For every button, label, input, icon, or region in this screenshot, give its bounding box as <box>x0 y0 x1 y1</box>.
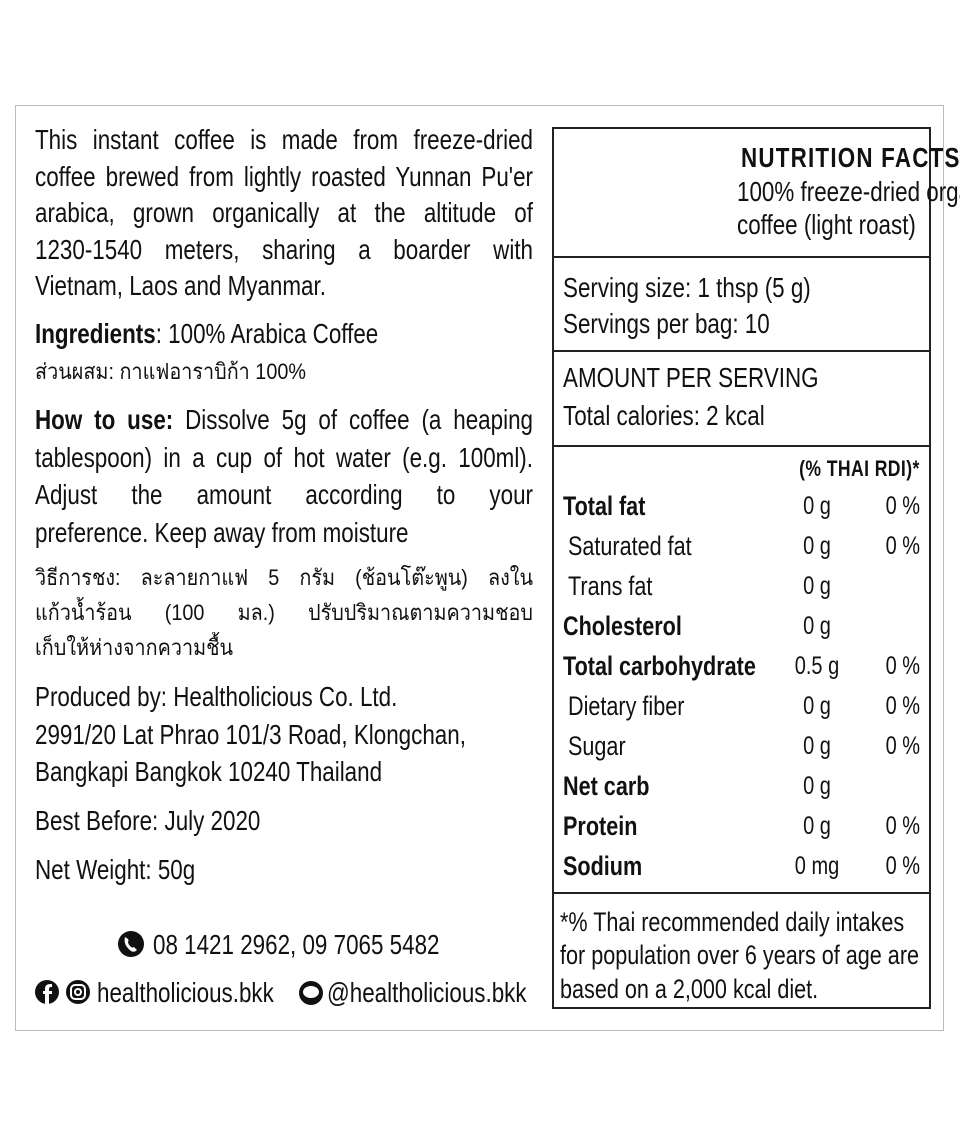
nutrient-rdi: 0 % <box>885 532 920 560</box>
producer-line: Bangkapi Bangkok 10240 Thailand <box>35 756 383 788</box>
producer-line: 2991/20 Lat Phrao 101/3 Road, Klongchan, <box>35 718 466 750</box>
nutrient-name: Cholesterol <box>563 610 682 641</box>
servings: Servings per bag: 10 <box>563 308 770 340</box>
nutrient-rdi: 0 % <box>885 812 920 840</box>
nutrient-amount: 0.5 g <box>794 652 840 680</box>
divider <box>552 350 931 352</box>
nutrient-name: Sugar <box>568 730 626 761</box>
nutrient-rdi: 0 % <box>885 652 920 680</box>
how-to-use-thai: แก้วน้ำร้อน (100 มล.) ปรับปริมาณตามความช… <box>35 599 533 625</box>
description-line: 1230-1540 meters, sharing a boarder with <box>35 233 533 265</box>
nutrient-amount: 0 g <box>803 772 831 800</box>
nutrient-amount: 0 g <box>803 492 831 520</box>
how-to-use-line: preference. Keep away from moisture <box>35 516 409 548</box>
ingredients-line: Ingredients: 100% Arabica Coffee <box>35 317 378 351</box>
nutrient-name: Total fat <box>563 490 646 521</box>
nutrient-amount: 0 g <box>803 572 831 600</box>
producer-line: Produced by: Healtholicious Co. Ltd. <box>35 681 398 713</box>
ingredients-thai: ส่วนผสม: กาแฟอาราบิก้า 100% <box>35 358 306 384</box>
amount-header: AMOUNT PER SERVING <box>563 362 819 394</box>
rdi-header: (% THAI RDI)* <box>799 455 920 481</box>
how-to-use-line: How to use: Dissolve 5g of coffee (a hea… <box>35 403 533 437</box>
nutrient-name: Dietary fiber <box>568 690 685 721</box>
footnote-line: for population over 6 years of age are <box>560 940 920 971</box>
nutrient-rdi: 0 % <box>885 852 920 880</box>
nutrient-amount: 0 g <box>803 732 831 760</box>
footnote-line: *% Thai recommended daily intakes <box>560 906 905 937</box>
nutrient-amount: 0 g <box>803 532 831 560</box>
description-line: coffee brewed from lightly roasted Yunna… <box>35 160 533 192</box>
how-to-use-line: Adjust the amount according to your <box>35 479 533 511</box>
nutrient-name: Sodium <box>563 850 643 881</box>
nutrient-rdi: 0 % <box>885 492 920 520</box>
nutrient-amount: 0 g <box>803 692 831 720</box>
nutrient-name: Net carb <box>563 770 650 801</box>
description-line: This instant coffee is made from freeze-… <box>35 124 533 156</box>
how-to-use-label: How to use: <box>35 404 174 436</box>
serving-size: Serving size: 1 thsp (5 g) <box>563 272 811 304</box>
divider <box>552 892 931 894</box>
description-line: Vietnam, Laos and Myanmar. <box>35 270 326 302</box>
calories: Total calories: 2 kcal <box>563 400 765 432</box>
ingredients-text: : 100% Arabica Coffee <box>155 318 379 350</box>
social-handle: healtholicious.bkk <box>97 977 274 1009</box>
best-before: Best Before: July 2020 <box>35 805 261 837</box>
how-to-use-text: Dissolve 5g of coffee (a heaping <box>185 404 533 436</box>
footnote-line: based on a 2,000 kcal diet. <box>560 973 819 1004</box>
net-weight: Net Weight: 50g <box>35 854 196 886</box>
description-line: arabica, grown organically at the altitu… <box>35 197 533 229</box>
nutrition-box <box>552 127 931 1009</box>
line-handle: @healtholicious.bkk <box>327 977 527 1009</box>
nutrient-amount: 0 g <box>803 812 831 840</box>
label-frame <box>15 105 944 1031</box>
how-to-use-line: tablespoon) in a cup of hot water (e.g. … <box>35 441 533 473</box>
nutrient-name: Trans fat <box>568 570 653 601</box>
nutrition-title: NUTRITION FACTS <box>741 142 960 174</box>
ingredients-label: Ingredients <box>35 318 156 350</box>
nutrition-subtitle: coffee (light roast) <box>737 209 916 241</box>
how-to-use-thai: วิธีการชง: ละลายกาแฟ 5 กรัม (ช้อนโต๊ะพูน… <box>35 564 533 590</box>
nutrient-rdi: 0 % <box>885 732 920 760</box>
nutrition-subtitle: 100% freeze-dried organic <box>737 176 960 208</box>
nutrient-amount: 0 mg <box>794 852 840 880</box>
divider <box>552 256 931 258</box>
nutrient-name: Total carbohydrate <box>563 650 756 681</box>
nutrient-amount: 0 g <box>803 612 831 640</box>
divider <box>552 445 931 447</box>
nutrient-name: Protein <box>563 810 638 841</box>
nutrient-rdi: 0 % <box>885 692 920 720</box>
nutrient-name: Saturated fat <box>568 530 692 561</box>
how-to-use-thai: เก็บให้ห่างจากความชื้น <box>35 634 234 660</box>
phone: 08 1421 2962, 09 7065 5482 <box>153 929 440 961</box>
